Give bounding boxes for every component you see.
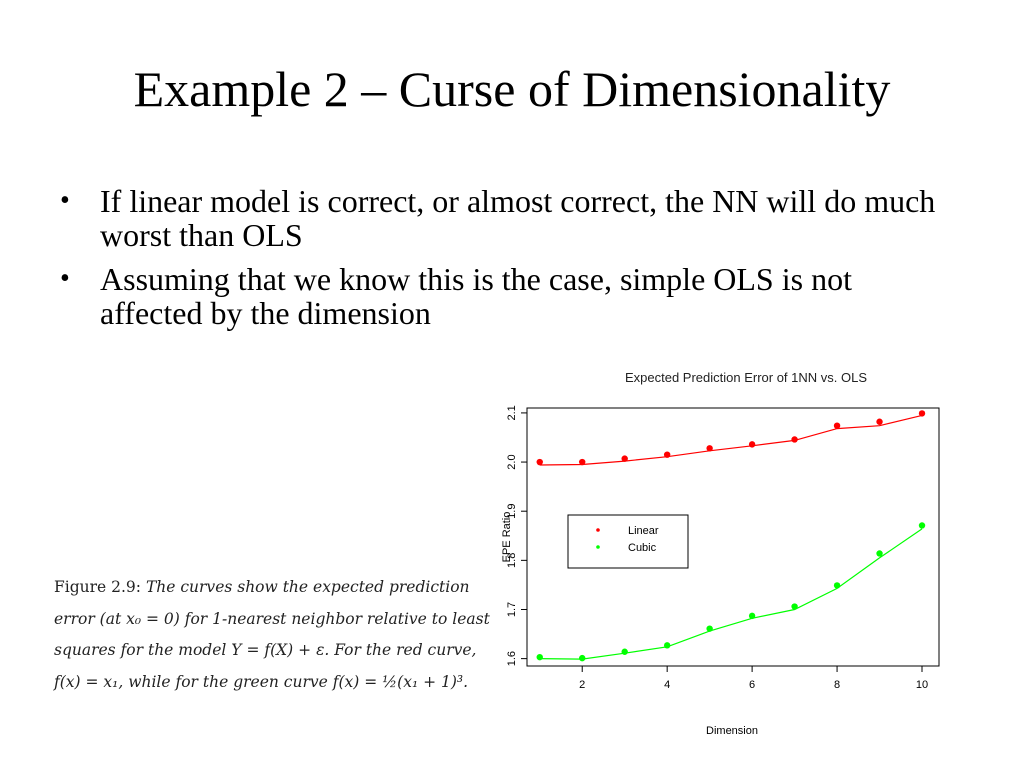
y-tick-label: 1.9 bbox=[506, 504, 518, 519]
x-tick-label: 10 bbox=[916, 679, 928, 691]
x-tick-label: 4 bbox=[664, 679, 670, 691]
data-point-cubic bbox=[579, 654, 586, 662]
data-point-linear bbox=[706, 445, 713, 452]
data-point-linear bbox=[579, 458, 586, 466]
bullet-list: • If linear model is correct, or almost … bbox=[58, 184, 958, 340]
bullet-text: Assuming that we know this is the case, … bbox=[100, 261, 852, 331]
bullet-item: • If linear model is correct, or almost … bbox=[58, 184, 958, 252]
figure-label: Figure 2.9: bbox=[54, 578, 141, 596]
data-point-cubic bbox=[876, 550, 883, 557]
legend-marker-cubic bbox=[596, 545, 600, 549]
slide-title: Example 2 – Curse of Dimensionality bbox=[133, 61, 891, 117]
x-tick-label: 8 bbox=[834, 679, 840, 691]
bullet-glyph: • bbox=[60, 263, 70, 294]
data-point-linear bbox=[791, 436, 798, 443]
plot-frame bbox=[526, 407, 940, 667]
chart-title: Expected Prediction Error of 1NN vs. OLS bbox=[625, 370, 867, 385]
data-point-cubic bbox=[706, 625, 713, 632]
chart-axes: 2 4 6 8 10 1.6 1.7 1.8 1.9 2.0 2.1 bbox=[506, 405, 928, 691]
y-tick-label: 1.7 bbox=[506, 602, 518, 617]
data-point-cubic bbox=[663, 642, 671, 649]
data-point-cubic bbox=[748, 612, 756, 620]
y-axis-label: EPE Ratio bbox=[501, 512, 513, 563]
x-axis-label: Dimension bbox=[706, 725, 758, 737]
data-point-linear bbox=[621, 455, 628, 462]
data-point-linear bbox=[918, 410, 926, 417]
data-point-linear bbox=[536, 458, 543, 466]
legend-marker-linear bbox=[596, 528, 600, 532]
chart-series bbox=[536, 410, 926, 662]
series-line-cubic bbox=[539, 528, 923, 660]
x-tick-label: 6 bbox=[749, 679, 755, 691]
figure-caption: Figure 2.9: The curves show the expected… bbox=[54, 572, 492, 698]
data-point-cubic bbox=[833, 582, 841, 589]
bullet-text: If linear model is correct, or almost co… bbox=[100, 183, 936, 253]
legend-box bbox=[567, 514, 689, 569]
figure-caption-text: The curves show the expected prediction … bbox=[54, 578, 490, 691]
chart-legend: Linear Cubic bbox=[567, 514, 689, 569]
bullet-item: • Assuming that we know this is the case… bbox=[58, 262, 958, 330]
bullet-glyph: • bbox=[60, 185, 70, 216]
data-point-linear bbox=[663, 451, 671, 458]
data-point-cubic bbox=[791, 603, 798, 610]
data-point-cubic bbox=[536, 653, 543, 661]
data-point-cubic bbox=[918, 522, 926, 529]
data-point-linear bbox=[748, 441, 756, 448]
legend-label-linear: Linear bbox=[628, 525, 659, 537]
data-point-cubic bbox=[621, 648, 628, 655]
y-tick-label: 1.8 bbox=[506, 553, 518, 568]
y-tick-label: 2.1 bbox=[506, 405, 518, 420]
y-tick-label: 1.6 bbox=[506, 651, 518, 666]
epe-ratio-chart: Expected Prediction Error of 1NN vs. OLS… bbox=[501, 370, 940, 737]
data-point-linear bbox=[833, 422, 841, 429]
x-tick-label: 2 bbox=[579, 679, 585, 691]
series-line-linear bbox=[539, 414, 923, 466]
legend-label-cubic: Cubic bbox=[628, 542, 657, 554]
data-point-linear bbox=[876, 418, 883, 425]
y-tick-label: 2.0 bbox=[506, 454, 518, 469]
